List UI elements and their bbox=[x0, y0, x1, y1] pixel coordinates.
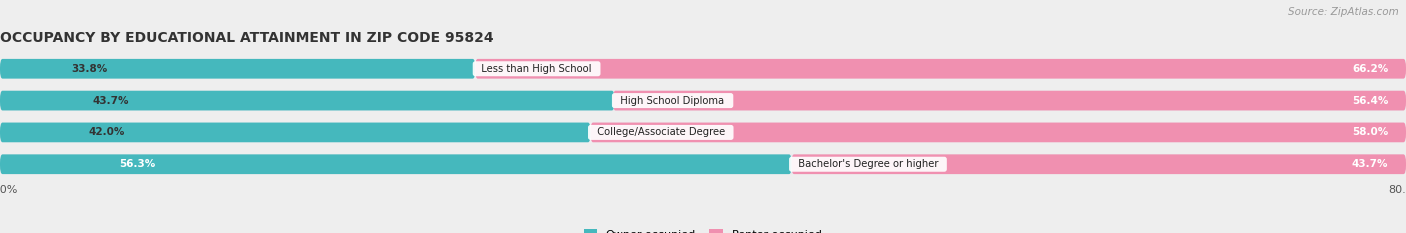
Text: 56.4%: 56.4% bbox=[1353, 96, 1389, 106]
Text: 66.2%: 66.2% bbox=[1353, 64, 1389, 74]
Text: College/Associate Degree: College/Associate Degree bbox=[591, 127, 731, 137]
FancyBboxPatch shape bbox=[0, 59, 475, 79]
Text: 56.3%: 56.3% bbox=[118, 159, 155, 169]
Text: OCCUPANCY BY EDUCATIONAL ATTAINMENT IN ZIP CODE 95824: OCCUPANCY BY EDUCATIONAL ATTAINMENT IN Z… bbox=[0, 31, 494, 45]
Text: Less than High School: Less than High School bbox=[475, 64, 598, 74]
Text: 43.7%: 43.7% bbox=[93, 96, 129, 106]
FancyBboxPatch shape bbox=[0, 123, 1406, 142]
Text: Bachelor's Degree or higher: Bachelor's Degree or higher bbox=[792, 159, 945, 169]
FancyBboxPatch shape bbox=[591, 123, 1406, 142]
Legend: Owner-occupied, Renter-occupied: Owner-occupied, Renter-occupied bbox=[579, 225, 827, 233]
FancyBboxPatch shape bbox=[0, 91, 614, 110]
Text: High School Diploma: High School Diploma bbox=[614, 96, 731, 106]
FancyBboxPatch shape bbox=[613, 91, 1406, 110]
FancyBboxPatch shape bbox=[475, 59, 1406, 79]
Text: 43.7%: 43.7% bbox=[1353, 159, 1389, 169]
Text: 42.0%: 42.0% bbox=[89, 127, 125, 137]
FancyBboxPatch shape bbox=[0, 123, 591, 142]
FancyBboxPatch shape bbox=[792, 154, 1406, 174]
FancyBboxPatch shape bbox=[0, 154, 1406, 174]
Text: Source: ZipAtlas.com: Source: ZipAtlas.com bbox=[1288, 7, 1399, 17]
FancyBboxPatch shape bbox=[0, 154, 792, 174]
Text: 33.8%: 33.8% bbox=[72, 64, 107, 74]
FancyBboxPatch shape bbox=[0, 91, 1406, 110]
Text: 58.0%: 58.0% bbox=[1353, 127, 1389, 137]
FancyBboxPatch shape bbox=[0, 59, 1406, 79]
